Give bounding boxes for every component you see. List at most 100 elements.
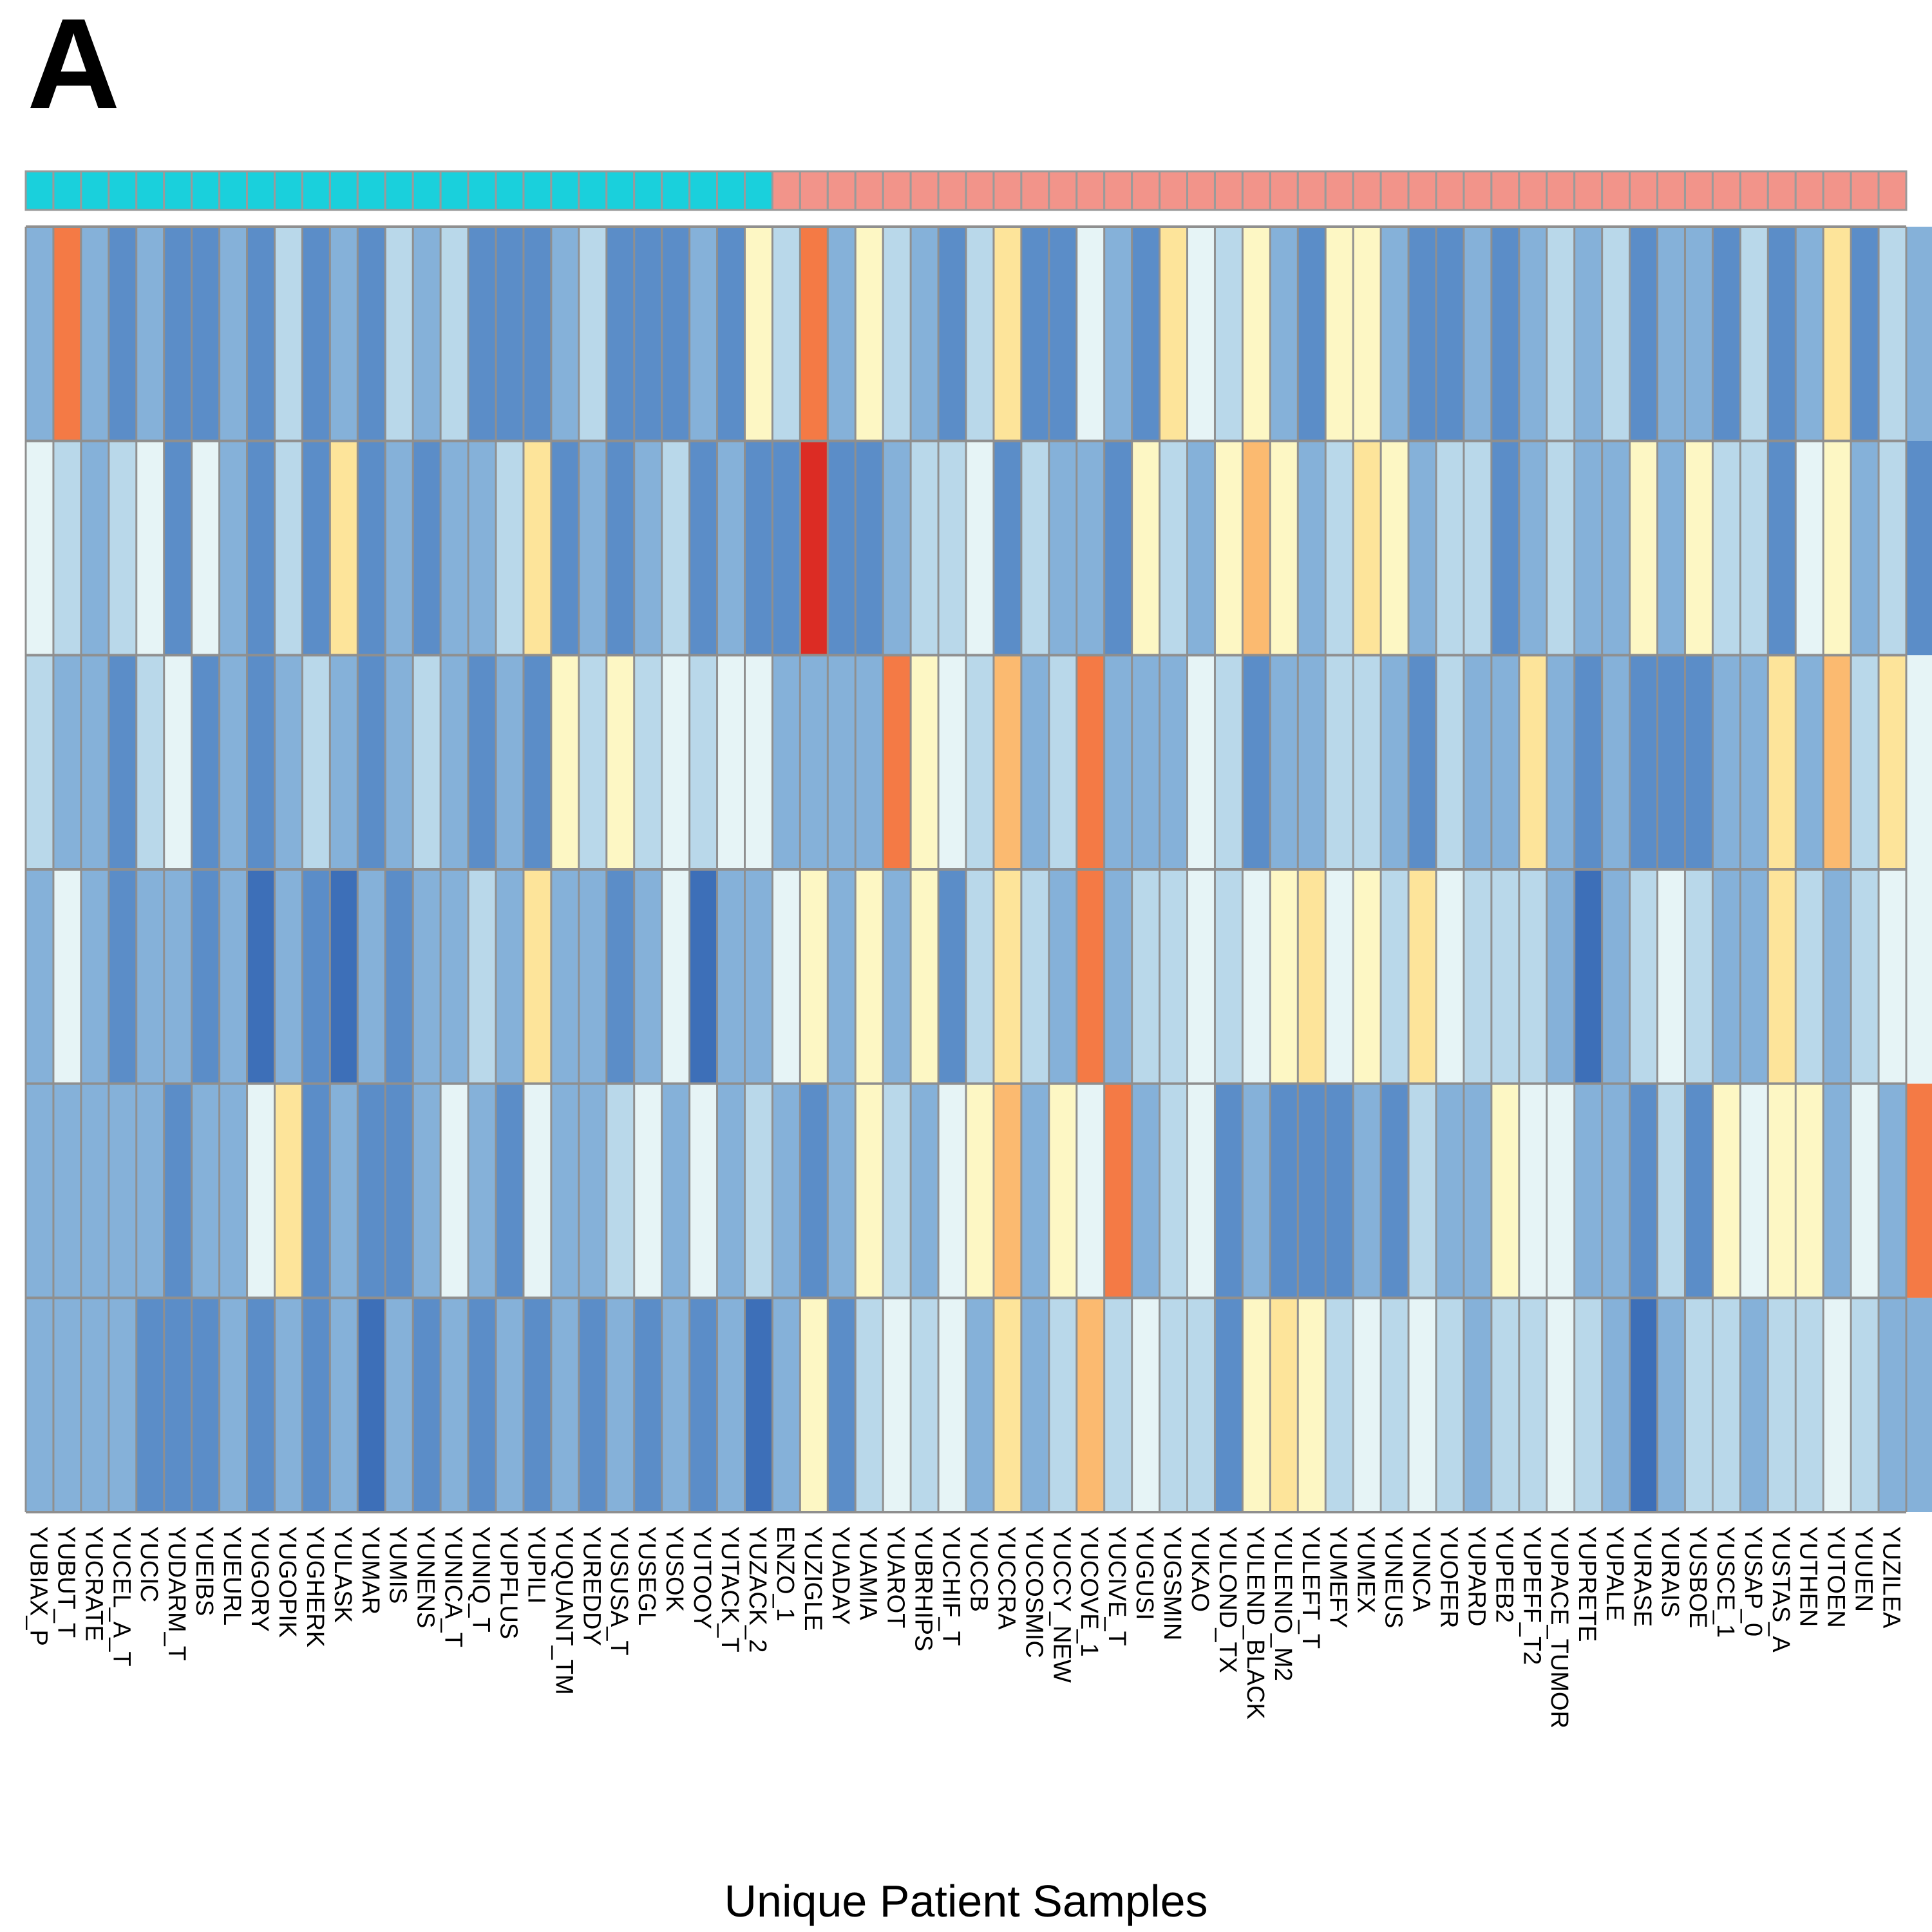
- heatmap-cell: [828, 440, 856, 656]
- heatmap-cell: [993, 1083, 1021, 1298]
- annotation-cell: [937, 170, 967, 211]
- heatmap-cell: [136, 1083, 164, 1298]
- heatmap-cell: [1325, 1298, 1354, 1512]
- heatmap-cell: [1325, 869, 1354, 1084]
- heatmap-cell: [634, 440, 662, 656]
- heatmap-cell: [357, 227, 386, 441]
- heatmap-cell: [413, 440, 441, 656]
- sample-label: YUEIBS: [191, 1526, 218, 1616]
- annotation-cell: [80, 170, 110, 211]
- heatmap-cell: [330, 1083, 358, 1298]
- heatmap-cell: [1104, 869, 1132, 1084]
- heatmap-cell: [247, 655, 275, 869]
- heatmap-cell: [855, 1083, 884, 1298]
- heatmap-cell: [1851, 1298, 1879, 1512]
- sample-label: YUKAO: [1186, 1526, 1213, 1612]
- heatmap-cell: [1436, 227, 1464, 441]
- heatmap-cell: [1270, 869, 1298, 1084]
- annotation-cell: [1656, 170, 1686, 211]
- heatmap-cell: [883, 869, 911, 1084]
- heatmap-cell: [1353, 1083, 1381, 1298]
- heatmap-cell: [385, 869, 413, 1084]
- heatmap-cell: [606, 440, 634, 656]
- sample-label: YUBIAX_P: [24, 1526, 52, 1646]
- heatmap-cell: [1823, 1083, 1852, 1298]
- heatmap-cell: [1685, 655, 1713, 869]
- heatmap-cell: [523, 440, 551, 656]
- heatmap-cell: [1215, 1298, 1243, 1512]
- heatmap-cell: [385, 1083, 413, 1298]
- annotation-cell: [24, 170, 55, 211]
- heatmap-cell: [1795, 869, 1824, 1084]
- sample-label: YUPILI: [522, 1526, 549, 1604]
- annotation-cell: [1159, 170, 1189, 211]
- heatmap-cell: [468, 1083, 496, 1298]
- heatmap-cell: [1851, 440, 1879, 656]
- heatmap-cell: [1021, 655, 1049, 869]
- heatmap-cell: [523, 227, 551, 441]
- heatmap-cell: [883, 1298, 911, 1512]
- annotation-cell: [1241, 170, 1271, 211]
- heatmap-cell: [1187, 227, 1215, 441]
- heatmap-cell: [1685, 440, 1713, 656]
- heatmap-cell: [966, 869, 994, 1084]
- sample-label: YUGOPIK: [274, 1526, 301, 1638]
- heatmap-cell: [1906, 655, 1932, 869]
- heatmap-cell: [523, 655, 551, 869]
- heatmap-cell: [26, 869, 53, 1084]
- heatmap-cell: [661, 1083, 690, 1298]
- sample-label: YUGHERK: [301, 1526, 328, 1647]
- heatmap-cell: [440, 440, 469, 656]
- heatmap-cell: [634, 227, 662, 441]
- annotation-cell: [1463, 170, 1493, 211]
- heatmap-cell: [689, 1298, 717, 1512]
- heatmap-cell: [938, 440, 966, 656]
- heatmap-cell: [966, 655, 994, 869]
- heatmap-cell: [191, 655, 220, 869]
- annotation-cell: [135, 170, 166, 211]
- annotation-cell: [1573, 170, 1604, 211]
- heatmap-cell: [1795, 227, 1824, 441]
- heatmap-cell: [1187, 1298, 1215, 1512]
- heatmap-cell: [1159, 1083, 1188, 1298]
- sample-label: YULOND_TX: [1214, 1526, 1241, 1673]
- heatmap-cell: [606, 227, 634, 441]
- heatmap-cell: [468, 1298, 496, 1512]
- heatmap-cell: [551, 440, 579, 656]
- heatmap-cell: [578, 440, 607, 656]
- heatmap-cell: [1298, 440, 1326, 656]
- sample-label: YUAROT: [882, 1526, 909, 1628]
- annotation-cell: [771, 170, 801, 211]
- heatmap-cell: [744, 227, 773, 441]
- heatmap-cell: [1574, 227, 1602, 441]
- heatmap-cell: [164, 440, 192, 656]
- heatmap-cell: [606, 869, 634, 1084]
- heatmap-cell: [828, 1083, 856, 1298]
- heatmap-cell: [744, 440, 773, 656]
- heatmap-cell: [413, 655, 441, 869]
- heatmap-cell: [1906, 1083, 1932, 1298]
- heatmap-cell: [247, 1298, 275, 1512]
- heatmap-cell: [1215, 440, 1243, 656]
- annotation-cell: [1518, 170, 1548, 211]
- heatmap-cell: [1270, 440, 1298, 656]
- heatmap-cell: [993, 869, 1021, 1084]
- sample-label: ENZO_1: [772, 1526, 799, 1622]
- heatmap-cell: [1463, 227, 1492, 441]
- heatmap-cell: [1712, 1083, 1741, 1298]
- heatmap-cell: [1076, 1298, 1104, 1512]
- heatmap-cell: [1574, 1083, 1602, 1298]
- heatmap-cell: [551, 227, 579, 441]
- heatmap-cell: [1574, 869, 1602, 1084]
- heatmap-cell: [108, 227, 137, 441]
- heatmap-cell: [1270, 1083, 1298, 1298]
- heatmap-cell: [800, 1298, 828, 1512]
- heatmap-cell: [1657, 1298, 1685, 1512]
- heatmap-cell: [744, 1298, 773, 1512]
- heatmap-cell: [883, 655, 911, 869]
- annotation-cell: [605, 170, 636, 211]
- heatmap-gridlines: [24, 225, 1908, 1513]
- heatmap-cell: [468, 227, 496, 441]
- heatmap-cell: [80, 1298, 109, 1512]
- sample-label: YUCIC: [135, 1526, 162, 1602]
